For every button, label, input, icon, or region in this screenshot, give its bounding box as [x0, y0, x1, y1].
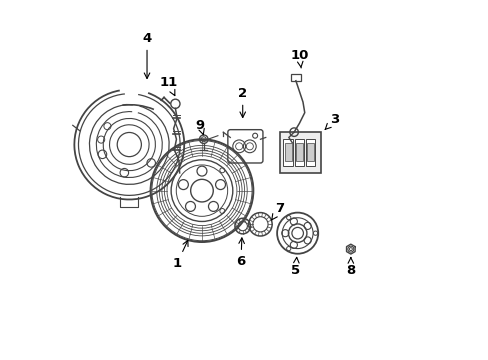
Bar — [279, 132, 320, 173]
Bar — [305, 139, 315, 166]
Text: 3: 3 — [325, 113, 339, 130]
Text: 1: 1 — [172, 240, 188, 270]
Bar — [283, 139, 292, 166]
Text: 4: 4 — [142, 32, 151, 78]
Text: 7: 7 — [271, 202, 284, 220]
Text: 8: 8 — [346, 258, 355, 277]
Text: 6: 6 — [236, 238, 245, 268]
Bar — [284, 143, 291, 161]
Text: 2: 2 — [238, 87, 247, 117]
Text: 11: 11 — [159, 76, 177, 96]
Bar — [295, 143, 303, 161]
Bar — [294, 139, 304, 166]
Bar — [306, 143, 314, 161]
Text: 10: 10 — [290, 49, 308, 68]
Text: 5: 5 — [291, 257, 300, 277]
Bar — [290, 74, 301, 81]
Text: 9: 9 — [195, 118, 204, 135]
